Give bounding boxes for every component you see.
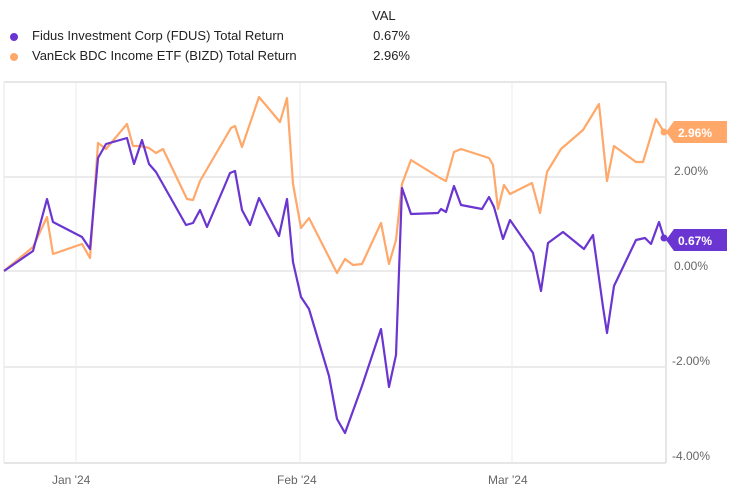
x-tick-label: Mar '24	[488, 473, 528, 487]
bizd-badge-text: 2.96%	[678, 126, 712, 140]
legend-label: VanEck BDC Income ETF (BIZD) Total Retur…	[32, 48, 297, 63]
legend-column-header: VAL	[372, 8, 396, 23]
bizd-color-dot-icon	[10, 53, 18, 61]
bizd-series-line[interactable]	[3, 95, 665, 275]
fdus-series-line[interactable]	[3, 136, 666, 435]
legend-item-bizd[interactable]: VanEck BDC Income ETF (BIZD) Total Retur…	[10, 48, 410, 66]
x-axis: Jan '24 Feb '24 Mar '24	[52, 473, 528, 487]
y-axis: 2.00% 0.00% -2.00% -4.00%	[672, 164, 710, 463]
fdus-value-badge: 0.67%	[666, 229, 727, 251]
legend-value: 2.96%	[373, 48, 410, 63]
y-tick-label: 2.00%	[674, 164, 708, 178]
plot-area	[3, 81, 667, 464]
legend-value: 0.67%	[373, 28, 410, 43]
chart-legend: VAL Fidus Investment Corp (FDUS) Total R…	[0, 0, 420, 70]
x-tick-label: Jan '24	[52, 473, 91, 487]
fdus-color-dot-icon	[10, 33, 18, 41]
bizd-value-badge: 2.96%	[666, 121, 727, 143]
x-tick-label: Feb '24	[277, 473, 317, 487]
fdus-badge-text: 0.67%	[678, 234, 712, 248]
legend-item-fdus[interactable]: Fidus Investment Corp (FDUS) Total Retur…	[10, 28, 410, 46]
legend-label: Fidus Investment Corp (FDUS) Total Retur…	[32, 28, 284, 43]
y-tick-label: -2.00%	[672, 354, 710, 368]
y-tick-label: -4.00%	[672, 449, 710, 463]
fdus-end-marker	[660, 234, 668, 242]
bizd-end-marker	[660, 128, 668, 136]
y-tick-label: 0.00%	[674, 259, 708, 273]
